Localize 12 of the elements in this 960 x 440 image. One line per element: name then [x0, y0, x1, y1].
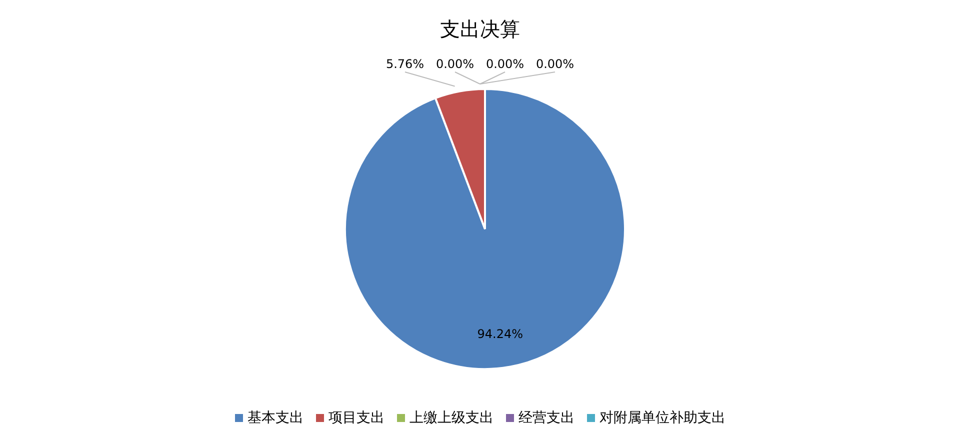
data-label: 94.24% — [477, 327, 524, 342]
legend-label: 项目支出 — [328, 409, 384, 427]
text: 0.00% — [536, 57, 574, 71]
pie-slice — [344, 88, 626, 370]
legend-label: 对附属单位补助支出 — [598, 409, 726, 427]
text: 0.00% — [436, 57, 474, 71]
legend-label: 基本支出 — [246, 409, 304, 427]
chart-title: 支出决算 — [439, 16, 521, 43]
legend-label: 经营支出 — [518, 409, 574, 427]
data-label: 5.76% — [386, 57, 424, 71]
text: 0.00% — [486, 57, 524, 71]
legend-label: 上缴上级支出 — [408, 409, 494, 427]
